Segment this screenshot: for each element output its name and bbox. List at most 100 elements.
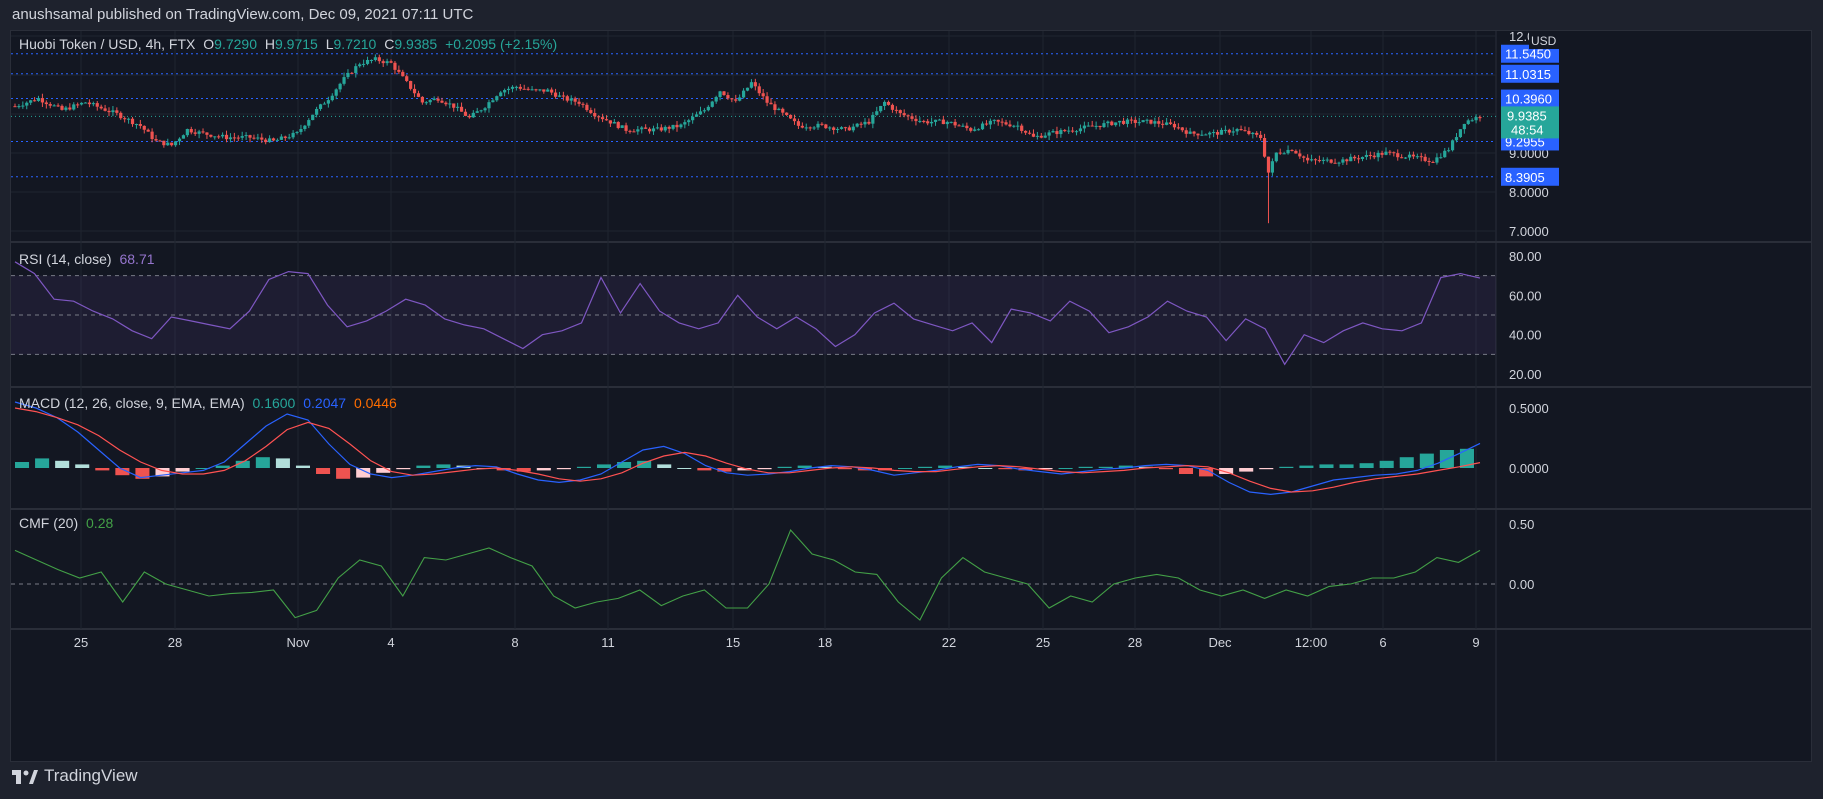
candle-body [800,125,804,128]
candle-body [1043,135,1047,138]
candle-body [318,104,323,109]
candle-body [1196,133,1200,136]
candle-body [530,89,534,91]
candle-body [36,98,41,101]
candle-body [926,121,930,124]
candle-body [1027,132,1032,134]
candle-body [1153,121,1157,124]
candle-body [1067,130,1071,132]
rsi-band [11,275,1496,355]
cmf-title[interactable]: CMF (20) [19,515,79,531]
candle-body [843,127,848,129]
candle-body [91,103,95,105]
macd-tick-label: 0.5000 [1509,401,1549,416]
candle-body [1008,124,1012,127]
candle-body [1184,130,1188,134]
macd-histogram-bar [1058,468,1073,469]
candle-body [1376,152,1380,158]
candle-body [593,112,597,117]
macd-histogram-bar [275,458,290,468]
candle-body [1086,125,1090,127]
chart-canvas[interactable]: 12.000011.000010.00009.00008.00007.00001… [11,29,1811,761]
candle-body [275,139,280,141]
candle-body [1090,125,1094,127]
open-value: 9.7290 [214,36,257,52]
candle-body [1431,161,1435,163]
candle-body [1454,137,1459,141]
candle-body [1161,123,1165,125]
candle-body [859,123,863,125]
candle-body [1188,131,1192,134]
time-tick-label: 18 [818,635,832,650]
macd-histogram-bar [55,460,70,468]
candle-body [777,108,781,111]
candle-body [1317,160,1321,162]
candle-body [679,124,683,128]
level-label-box [1501,167,1559,186]
macd-histogram-bar [336,468,351,479]
candle-body [495,96,499,101]
macd-histogram-bar [1339,464,1354,468]
candle-body [835,128,840,130]
candle-body [299,129,303,132]
brand-name: TradingView [44,766,138,785]
candle-body [315,108,319,115]
macd-title[interactable]: MACD (12, 26, close, 9, EMA, EMA) [19,395,245,411]
candle-body [1470,120,1474,122]
candle-body [126,118,131,120]
candle-body [597,116,601,118]
candle-body [683,122,687,125]
candle-body [706,106,710,111]
candle-body [503,90,507,93]
change-value: +0.2095 (+2.15%) [445,36,558,52]
candle-body [72,104,76,110]
macd-histogram-bar [837,468,852,470]
candle-body [765,96,769,103]
candle-body [397,69,401,72]
brand-footer[interactable]: TradingView [12,766,138,786]
macd-histogram-bar [516,468,531,472]
time-tick-label: Dec [1208,635,1232,650]
candle-body [550,89,554,93]
macd-histogram-bar [1199,468,1214,477]
candle-body [177,138,182,142]
candle-body [1380,152,1384,155]
candle-body [796,121,801,126]
candle-body [1012,125,1016,127]
candle-body [217,136,221,138]
candle-body [1055,131,1059,135]
rsi-title[interactable]: RSI (14, close) [19,251,112,267]
macd-histogram-bar [316,468,331,474]
candle-body [416,93,421,97]
macd-signal-line [14,407,1481,493]
candle-body [1466,120,1470,124]
candle-body [1270,161,1274,173]
candle-body [973,129,977,131]
candle-body [741,90,746,98]
candle-body [581,103,585,105]
candle-body [432,98,436,101]
candle-body [326,100,330,104]
symbol-title[interactable]: Huobi Token / USD, 4h, FTX [19,36,196,52]
candle-body [1059,130,1063,135]
candle-body [534,89,538,91]
candle-body [1227,129,1231,133]
candle-body [385,61,389,64]
candlestick-series [13,54,1482,224]
candle-body [628,130,632,132]
candle-body [452,103,456,108]
candle-body [702,110,707,112]
candle-body [1360,156,1365,159]
cmf-line [14,528,1481,621]
candle-body [142,125,146,130]
macd-histogram-bar [697,468,712,471]
candle-body [420,96,424,103]
candle-body [988,120,992,125]
macd-histogram-bar [536,468,551,471]
candle-body [620,125,624,128]
candle-body [941,119,945,125]
candle-body [99,106,103,109]
candle-body [675,124,679,128]
candle-body [769,102,773,105]
candle-body [56,105,60,107]
